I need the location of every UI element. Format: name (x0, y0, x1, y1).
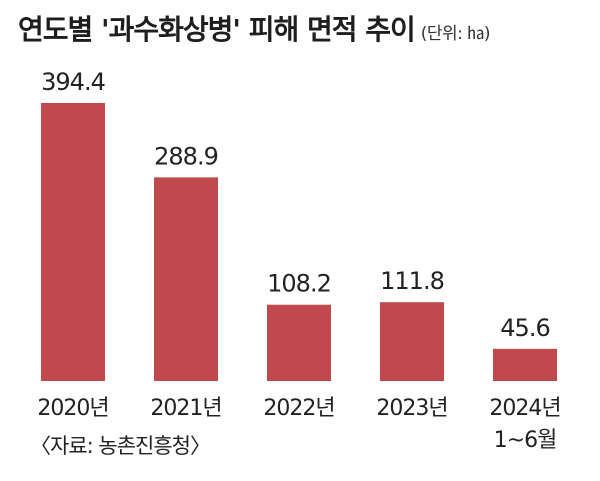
bar-1 (41, 103, 105, 381)
value-label-5: 45.6 (500, 314, 549, 342)
value-label-1: 394.4 (41, 68, 105, 96)
value-label-4: 111.8 (380, 267, 444, 295)
category-label-1: 2020년 (37, 396, 108, 421)
unit-label: (단위: ㏊) (420, 24, 491, 44)
source-note: 〈자료: 농촌진흥청〉 (30, 434, 211, 458)
chart-title: 연도별 '과수화상병' 피해 면적 추이 (18, 13, 416, 46)
bar-3 (267, 304, 331, 381)
category-label-3: 2022년 (263, 396, 334, 421)
category-label-2: 2021년 (150, 396, 221, 421)
title-row: 연도별 '과수화상병' 피해 면적 추이 (단위: ㏊) (18, 8, 490, 52)
value-label-3: 108.2 (267, 270, 331, 298)
bar-4 (380, 302, 444, 381)
bar-2 (154, 177, 218, 381)
category-sublabel-5: 1~6월 (494, 428, 557, 453)
bar-5 (493, 348, 557, 381)
category-label-5: 2024년 (489, 396, 560, 421)
category-label-4: 2023년 (376, 396, 447, 421)
value-label-2: 288.9 (154, 142, 218, 170)
